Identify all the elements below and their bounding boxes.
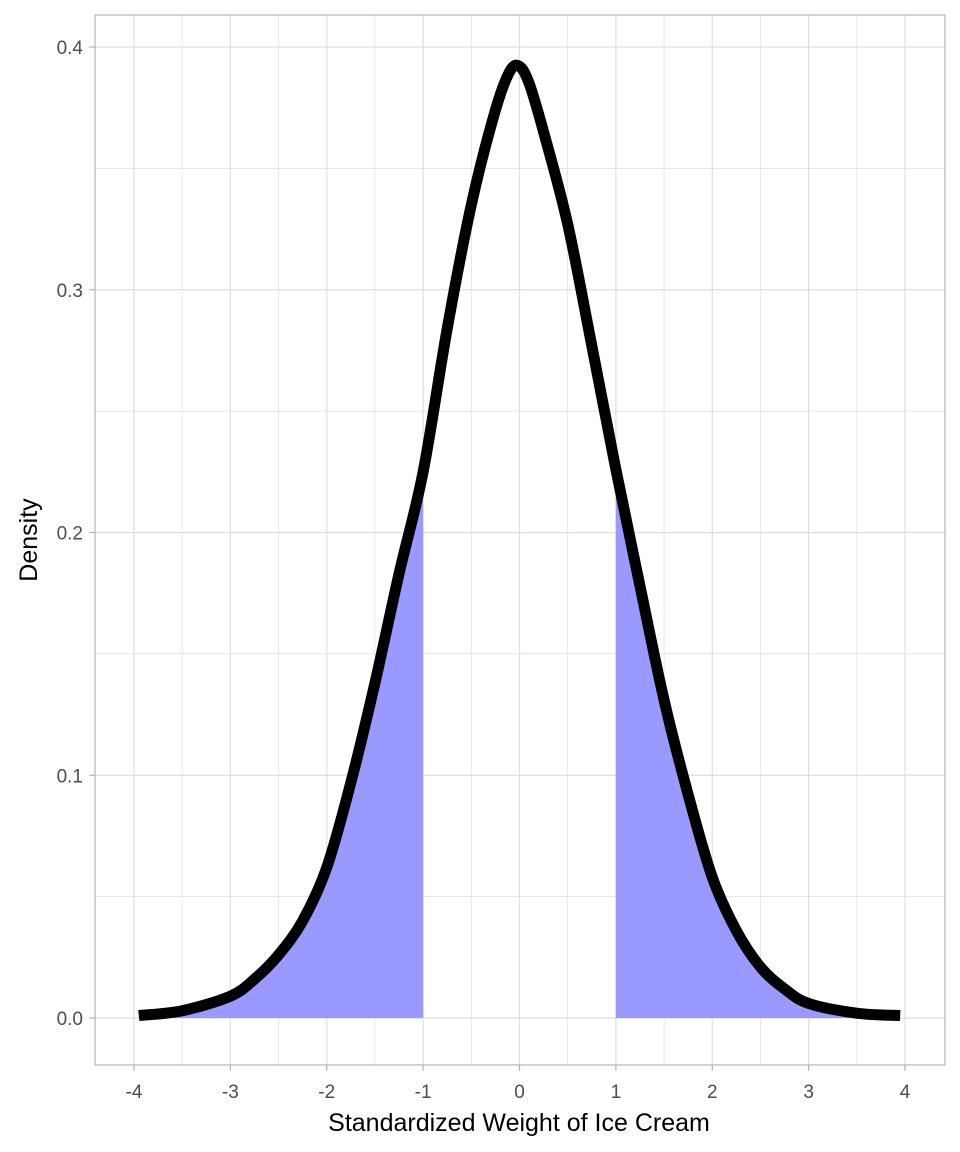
x-tick-label: 0 [514,1082,525,1103]
x-tick-label: 3 [803,1082,814,1103]
y-tick-label: 0.4 [57,38,84,59]
shaded-region-right [615,469,901,1018]
y-tick-label: 0.0 [57,1009,83,1030]
x-tick-label: -1 [415,1082,432,1103]
x-tick-label: 1 [611,1082,622,1103]
density-curve [138,59,901,1022]
density-line [138,59,901,1022]
shaded-tail-areas [138,469,901,1018]
x-axis-title: Standardized Weight of Ice Cream [328,1109,710,1137]
axes: -4 -3 -2 -1 0 1 2 3 4 0.0 0.1 0.2 0.3 0.4 [57,38,911,1103]
y-axis-title: Density [15,498,43,582]
grid-lines [95,15,945,1065]
shaded-region-left [138,471,424,1018]
x-tick-label: -2 [318,1082,335,1103]
x-tick-label: 4 [900,1082,911,1103]
x-tick-label: -4 [126,1082,143,1103]
y-tick-label: 0.2 [57,524,83,545]
y-tick-label: 0.1 [57,766,83,787]
y-tick-label: 0.3 [57,281,83,302]
x-tick-label: 2 [707,1082,718,1103]
x-tick-label: -3 [222,1082,239,1103]
